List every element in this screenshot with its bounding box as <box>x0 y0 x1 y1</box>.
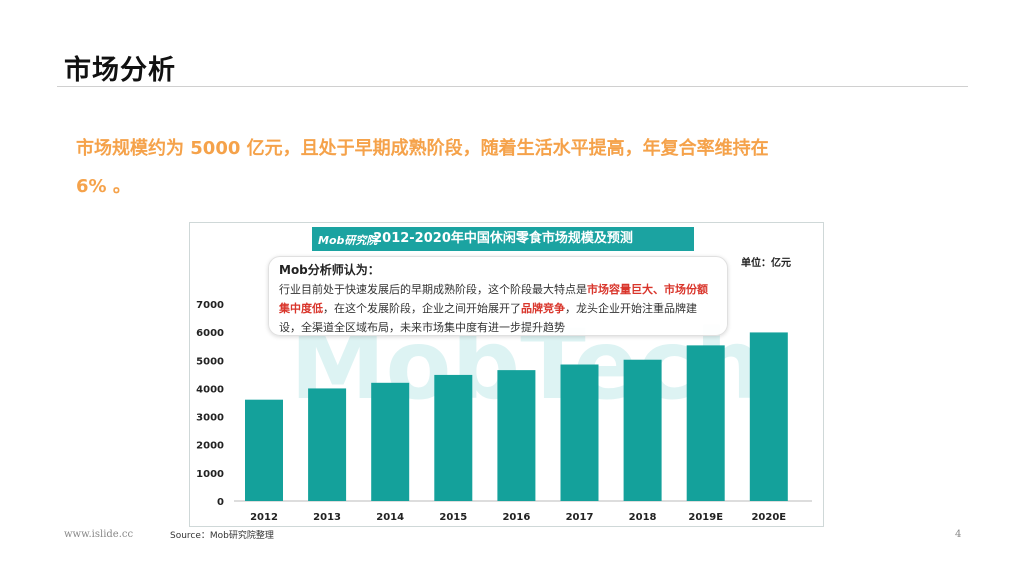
x-tick-label: 2012 <box>250 512 278 523</box>
callout-highlight-2: 品牌竞争 <box>521 302 565 315</box>
chart-title: 2012-2020年中国休闲零食市场规模及预测 <box>312 227 694 251</box>
title-divider <box>57 86 968 87</box>
callout-heading: Mob分析师认为： <box>279 263 380 277</box>
x-tick-label: 2016 <box>502 512 530 523</box>
x-tick-label: 2013 <box>313 512 341 523</box>
headline-line-2: 6% 。 <box>76 176 131 197</box>
bar <box>371 382 410 501</box>
headline-line-1: 市场规模约为 5000 亿元，且处于早期成熟阶段，随着生活水平提高，年复合率维持… <box>76 138 769 159</box>
callout-highlight-1: 市场容量巨大、市场份额集中度低 <box>279 283 708 315</box>
y-tick-label: 3000 <box>196 413 224 424</box>
analyst-callout: Mob分析师认为： 行业目前处于快速发展后的早期成熟阶段，这个阶段最大特点是市场… <box>268 256 728 336</box>
bar <box>245 399 283 501</box>
page-number: 4 <box>955 529 962 540</box>
callout-text-b: ，在这个发展阶段，企业之间开始展开了 <box>323 302 521 315</box>
x-tick-label: 2015 <box>439 512 467 523</box>
x-tick-label: 2018 <box>629 512 657 523</box>
y-tick-label: 0 <box>217 497 224 508</box>
y-tick-label: 5000 <box>196 356 224 367</box>
source-note: Source：Mob研究院整理 <box>170 531 274 541</box>
y-tick-label: 2000 <box>196 441 224 452</box>
x-tick-label: 2019E <box>688 512 723 523</box>
bar <box>308 388 347 501</box>
bar <box>560 364 599 501</box>
slide-title: 市场分析 <box>64 55 176 86</box>
y-tick-label: 4000 <box>196 384 224 395</box>
bar <box>686 345 725 501</box>
x-tick-label: 2017 <box>566 512 594 523</box>
y-tick-label: 1000 <box>196 469 224 480</box>
bar <box>623 359 662 501</box>
y-tick-label: 6000 <box>196 328 224 339</box>
market-size-chart: MobTech 0 1000 2000 3000 4000 5000 6000 7000 2012… <box>189 222 824 527</box>
bar <box>497 370 536 501</box>
bar <box>749 332 788 501</box>
brand-logo: Mob研究院 <box>318 234 378 247</box>
y-tick-label: 7000 <box>196 300 224 311</box>
x-tick-label: 2014 <box>376 512 404 523</box>
callout-text-c: ，龙头企业开始注重品牌建设，全渠道全区域布局，未来市场集中度有进一步提升趋势 <box>279 302 697 334</box>
bar <box>434 374 473 501</box>
callout-body: 行业目前处于快速发展后的早期成熟阶段，这个阶段最大特点是市场容量巨大、市场份额集… <box>279 280 717 337</box>
footer-url: www.islide.cc <box>64 529 134 540</box>
headline: 市场规模约为 5000 亿元，且处于早期成熟阶段，随着生活水平提高，年复合率维持… <box>76 130 916 206</box>
x-tick-label: 2020E <box>751 512 786 523</box>
callout-text-a: 行业目前处于快速发展后的早期成熟阶段，这个阶段最大特点是 <box>279 283 587 296</box>
unit-label: 单位：亿元 <box>741 258 791 269</box>
